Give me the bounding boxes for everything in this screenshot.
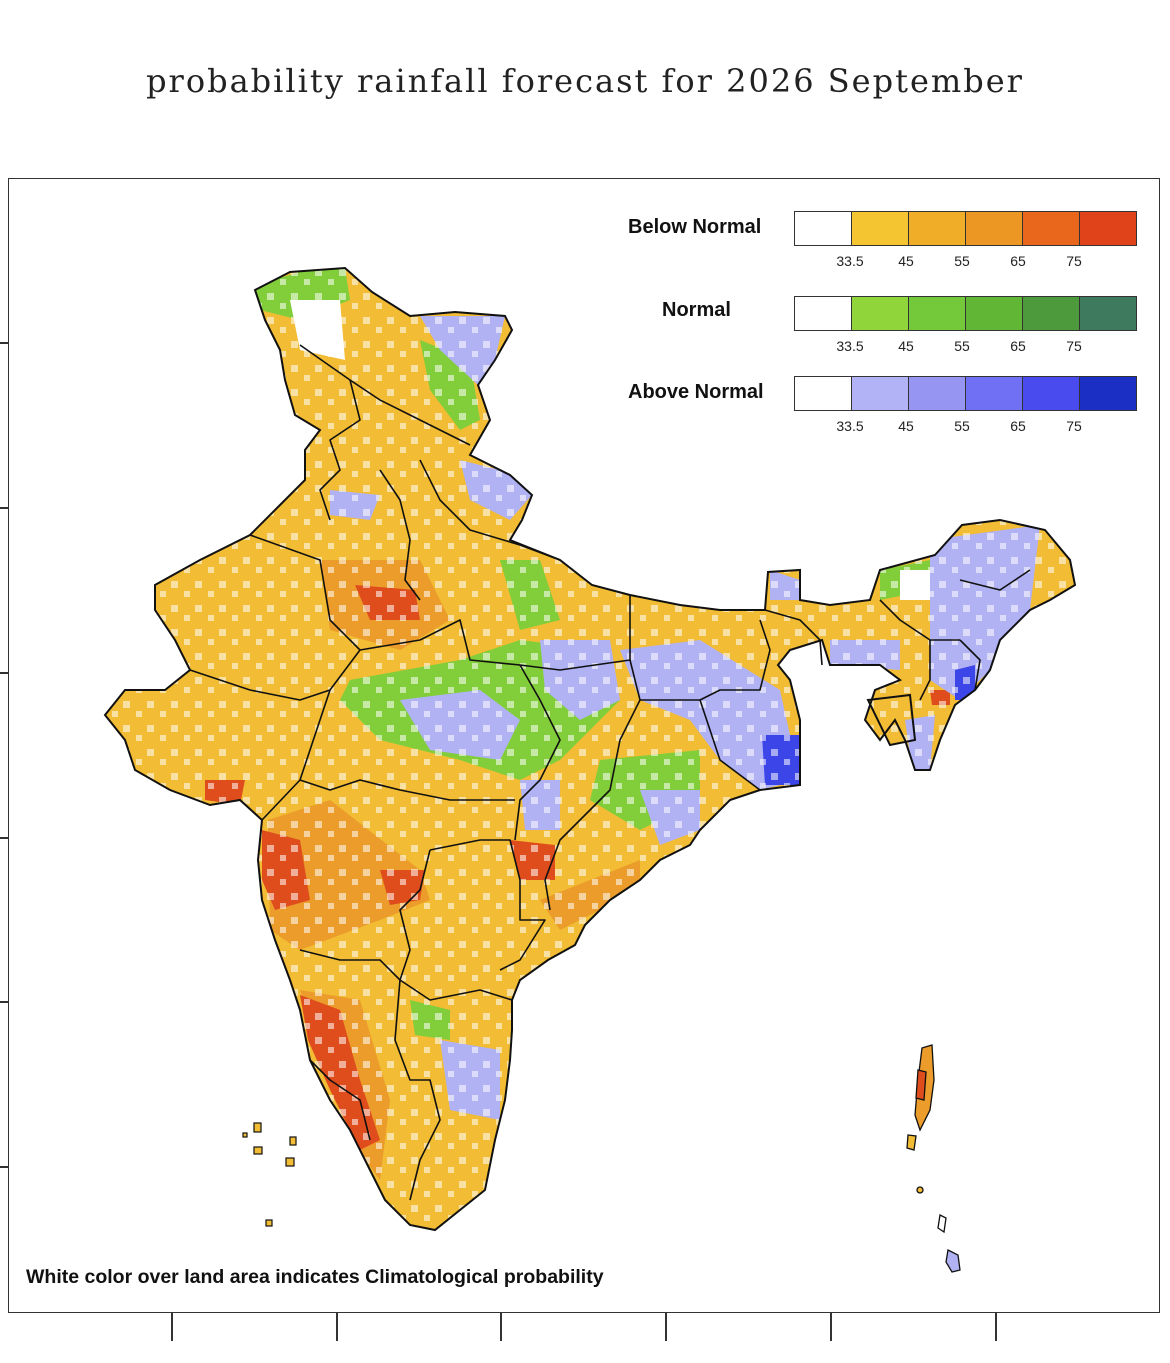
bottom-axis-tick [995, 1313, 997, 1341]
legend-cell [1022, 212, 1079, 245]
tick-label: 45 [898, 253, 914, 269]
legend-cell [908, 212, 965, 245]
legend-label-below-normal: Below Normal [628, 216, 762, 238]
legend-cell [1079, 377, 1136, 410]
legend-label-above-normal: Above Normal [628, 381, 764, 403]
legend-cell [965, 212, 1022, 245]
left-axis-tick [0, 507, 8, 509]
legend-scale-above-normal [794, 376, 1137, 411]
tick-label: 33.5 [836, 338, 864, 354]
bottom-axis-tick [500, 1313, 502, 1341]
tick-label: 55 [954, 418, 970, 434]
legend-cell [965, 377, 1022, 410]
left-axis-tick [0, 342, 8, 344]
legend-cell [851, 212, 908, 245]
tick-label: 65 [1010, 418, 1026, 434]
bottom-axis-tick [665, 1313, 667, 1341]
legend-label-normal: Normal [662, 299, 731, 321]
bottom-axis-tick [171, 1313, 173, 1341]
left-axis-tick [0, 837, 8, 839]
legend-cell [908, 297, 965, 330]
legend-cell [1022, 297, 1079, 330]
tick-label: 45 [898, 338, 914, 354]
legend-cell [795, 212, 851, 245]
tick-label: 65 [1010, 338, 1026, 354]
legend-cell [851, 377, 908, 410]
legend-cell [795, 297, 851, 330]
legend-cell [1079, 212, 1136, 245]
tick-label: 65 [1010, 253, 1026, 269]
tick-label: 75 [1066, 253, 1082, 269]
tick-label: 33.5 [836, 253, 864, 269]
left-axis-tick [0, 1166, 8, 1168]
tick-label: 75 [1066, 338, 1082, 354]
tick-label: 55 [954, 253, 970, 269]
legend-cell [851, 297, 908, 330]
tick-label: 55 [954, 338, 970, 354]
tick-label: 75 [1066, 418, 1082, 434]
legend-cell [1022, 377, 1079, 410]
legend-scale-below-normal [794, 211, 1137, 246]
legend-cell [965, 297, 1022, 330]
legend-cell [1079, 297, 1136, 330]
footnote: White color over land area indicates Cli… [26, 1266, 604, 1288]
legend-scale-normal [794, 296, 1137, 331]
left-axis-tick [0, 672, 8, 674]
bottom-axis-tick [830, 1313, 832, 1341]
bottom-axis-tick [336, 1313, 338, 1341]
tick-label: 33.5 [836, 418, 864, 434]
left-axis-tick [0, 1001, 8, 1003]
legend-cell [795, 377, 851, 410]
legend-cell [908, 377, 965, 410]
map-title: probability rainfall forecast for 2026 S… [146, 62, 1024, 100]
tick-label: 45 [898, 418, 914, 434]
